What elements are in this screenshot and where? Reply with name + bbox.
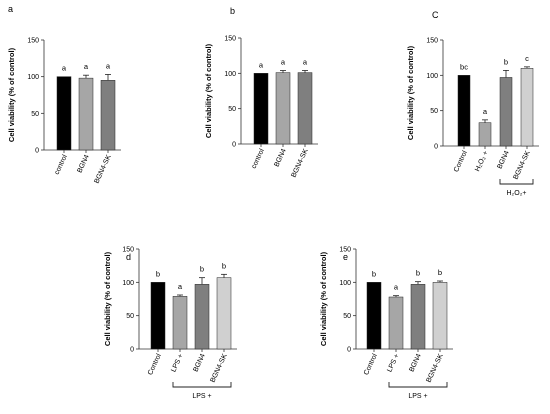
y-tick-label: 50: [31, 111, 39, 118]
y-tick-label: 50: [126, 313, 134, 320]
group-label: H₂O₂+: [506, 190, 526, 197]
bar-3: [432, 282, 448, 350]
bar-0: [457, 75, 471, 147]
bar-0: [366, 282, 382, 350]
bar-2: [499, 77, 513, 147]
x-tick-label: BGN4: [408, 353, 422, 373]
x-tick-label: H₂O₂ +: [474, 150, 490, 173]
y-tick-label: 100: [426, 73, 438, 80]
y-axis-label: Cell viability (% of control): [319, 251, 328, 346]
significance-letter: a: [106, 61, 111, 70]
chart-panel-C: C 0 50 100 150 Cell viability (% of control) b…: [406, 10, 539, 197]
y-tick-label: 50: [228, 106, 236, 113]
x-tick-label: Control: [363, 352, 379, 376]
significance-letter: b: [222, 261, 226, 270]
x-tick-label: BGN4-SK: [290, 148, 309, 179]
x-tick-label: control: [54, 153, 69, 175]
significance-letter: a: [303, 58, 308, 67]
y-tick-label: 150: [426, 38, 438, 45]
x-tick-label: BGN4-SK: [425, 353, 444, 384]
y-tick-label: 100: [339, 280, 351, 287]
y-tick-label: 150: [122, 247, 134, 254]
chart-panel-d: d 0 50 100 150 Cell viability (% of control) b…: [103, 247, 237, 400]
panel-letter: a: [8, 4, 13, 14]
significance-letter: a: [62, 64, 67, 73]
significance-letter: a: [259, 60, 264, 69]
y-axis-label: Cell viability (% of control): [7, 47, 16, 142]
group-label: LPS +: [408, 393, 427, 400]
x-tick-label: BGN4: [192, 353, 206, 373]
significance-letter: bc: [460, 62, 468, 71]
significance-letter: b: [156, 269, 160, 278]
x-tick-label: Control: [453, 149, 469, 173]
y-tick-label: 50: [430, 108, 438, 115]
x-tick-label: BGN4: [496, 150, 510, 170]
group-bracket: [499, 179, 534, 185]
panel-letter: d: [126, 252, 131, 262]
bar-1: [478, 122, 492, 147]
bar-0: [56, 76, 72, 151]
group-bracket: [388, 382, 448, 388]
significance-letter: b: [438, 268, 442, 277]
group-bracket: [172, 382, 232, 388]
x-tick-label: BGN4: [76, 154, 90, 174]
significance-letter: a: [394, 283, 399, 292]
significance-letter: b: [200, 265, 204, 274]
bar-2: [194, 284, 210, 350]
significance-letter: c: [525, 54, 529, 63]
panel-letter: e: [343, 252, 348, 262]
significance-letter: a: [281, 58, 286, 67]
group-label: LPS +: [192, 393, 211, 400]
significance-letter: b: [416, 269, 420, 278]
x-tick-label: Control: [147, 352, 163, 376]
x-tick-label: BGN4-SK: [209, 353, 228, 384]
chart-panel-a: a 0 50 100 150 Cell viability (% of control) a…: [7, 4, 121, 185]
y-tick-label: 100: [27, 74, 39, 81]
bar-1: [78, 77, 94, 151]
y-tick-label: 0: [130, 347, 134, 354]
bar-3: [520, 68, 534, 147]
bar-0: [253, 73, 269, 145]
x-tick-label: BGN4-SK: [93, 154, 112, 185]
y-axis-label: Cell viability (% of control): [406, 45, 415, 140]
x-tick-label: LPS +: [386, 353, 400, 373]
y-tick-label: 0: [35, 148, 39, 155]
y-tick-label: 0: [347, 347, 351, 354]
significance-letter: b: [504, 57, 508, 66]
y-axis-label: Cell viability (% of control): [103, 251, 112, 346]
significance-letter: a: [483, 107, 488, 116]
y-tick-label: 50: [343, 313, 351, 320]
bar-2: [297, 72, 313, 145]
bar-1: [388, 296, 404, 350]
bar-0: [150, 282, 166, 350]
bar-1: [275, 72, 291, 145]
y-tick-label: 0: [434, 144, 438, 151]
y-tick-label: 100: [224, 71, 236, 78]
y-tick-label: 0: [232, 142, 236, 149]
y-tick-label: 150: [339, 247, 351, 254]
y-tick-label: 150: [224, 36, 236, 43]
bar-2: [410, 284, 426, 350]
y-tick-label: 100: [122, 280, 134, 287]
x-tick-label: control: [251, 147, 266, 169]
bar-2: [100, 80, 116, 151]
x-tick-label: BGN4-SK: [512, 150, 531, 181]
x-tick-label: LPS +: [170, 353, 184, 373]
significance-letter: b: [372, 269, 376, 278]
panel-letter: b: [230, 6, 235, 16]
significance-letter: a: [178, 282, 183, 291]
chart-panel-b: b 0 50 100 150 Cell viability (% of control) a…: [204, 6, 318, 179]
y-axis-label: Cell viability (% of control): [204, 43, 213, 138]
significance-letter: a: [84, 62, 89, 71]
panel-letter: C: [432, 10, 439, 20]
bar-3: [216, 277, 232, 350]
x-tick-label: BGN4: [273, 148, 287, 168]
y-tick-label: 150: [27, 38, 39, 45]
chart-panel-e: e 0 50 100 150 Cell viability (% of control) b…: [319, 247, 453, 400]
bar-1: [172, 296, 188, 350]
